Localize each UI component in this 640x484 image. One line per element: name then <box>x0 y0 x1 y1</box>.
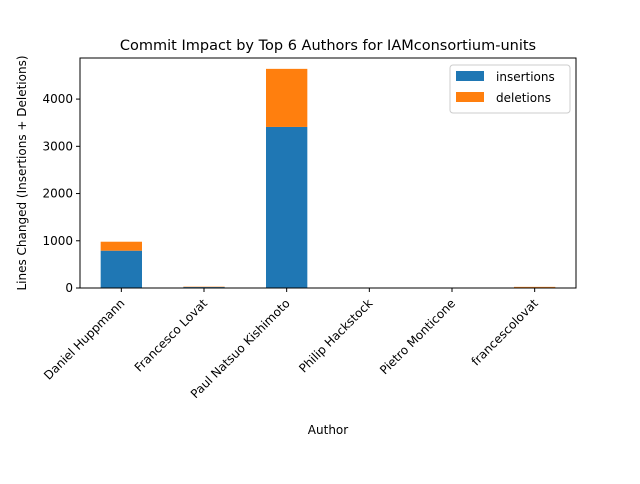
bar-deletions <box>266 69 307 127</box>
y-axis: 0 1000 2000 3000 4000 <box>42 92 80 295</box>
chart-title: Commit Impact by Top 6 Authors for IAMco… <box>120 38 536 54</box>
y-tick-label: 4000 <box>42 92 73 106</box>
y-tick-label: 3000 <box>42 139 73 153</box>
y-axis-label: Lines Changed (Insertions + Deletions) <box>15 55 29 290</box>
bar-deletions <box>514 287 555 288</box>
bar-insertions <box>101 251 142 288</box>
bar-insertions <box>266 127 307 288</box>
bar-deletions <box>101 242 142 251</box>
legend-label-insertions: insertions <box>496 70 555 84</box>
x-tick-label: Philip Hackstock <box>296 296 375 375</box>
x-tick-label: Daniel Huppmann <box>41 296 127 382</box>
legend: insertions deletions <box>450 65 570 113</box>
x-tick-label: Francesco Lovat <box>132 296 211 375</box>
legend-swatch-insertions <box>456 71 484 81</box>
x-tick-label: Pietro Monticone <box>377 296 458 377</box>
x-tick-label: francescolovat <box>469 296 541 368</box>
x-axis-label: Author <box>308 423 348 437</box>
y-tick-label: 1000 <box>42 234 73 248</box>
y-tick-label: 2000 <box>42 187 73 201</box>
legend-swatch-deletions <box>456 92 484 102</box>
legend-label-deletions: deletions <box>496 91 551 105</box>
y-tick-label: 0 <box>65 281 73 295</box>
